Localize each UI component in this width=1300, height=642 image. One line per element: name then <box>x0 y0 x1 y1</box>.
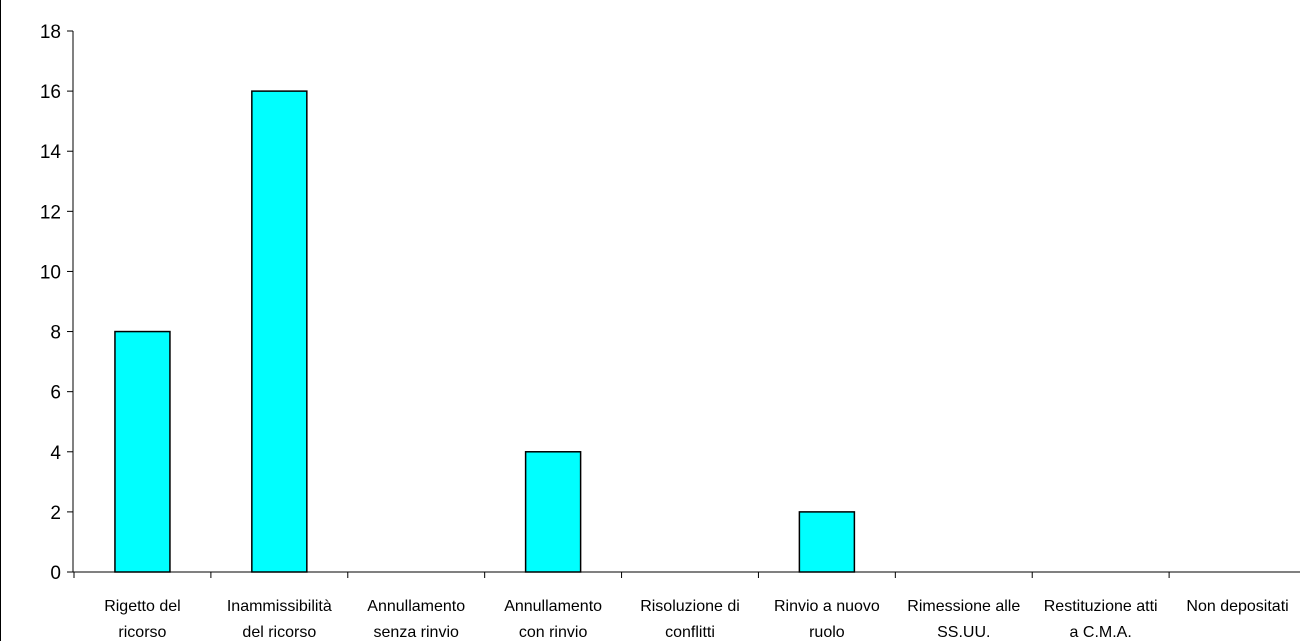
bar <box>114 330 171 573</box>
x-category-label-line: a C.M.A. <box>1070 624 1132 641</box>
x-category-label-line: del ricorso <box>242 624 316 641</box>
x-category-label-line: Inammissibilità <box>227 598 332 615</box>
x-category-label: Annullamento con rinvio <box>504 598 602 641</box>
x-category-label-line: Annullamento <box>504 598 602 615</box>
bar <box>524 451 582 573</box>
x-category-label: Risoluzione di conflitti <box>640 598 740 641</box>
x-category-label-line: Restituzione atti <box>1044 598 1158 615</box>
x-category-label: Rimessione alle SS.UU. <box>907 598 1020 641</box>
y-tick-label: 18 <box>40 22 61 43</box>
x-category-label-line: conflitti <box>665 624 715 641</box>
x-category-label-line: SS.UU. <box>937 624 990 641</box>
bar <box>798 511 856 573</box>
y-tick-label: 16 <box>40 82 61 103</box>
x-category-label: Annullamento senza rinvio <box>367 598 465 641</box>
x-category-label-line: Rigetto del <box>104 598 181 615</box>
y-tick-label: 4 <box>50 443 61 464</box>
x-category-label: Rinvio a nuovo ruolo <box>774 598 880 641</box>
label-layer: 0 2 4 6 8 10 12 14 16 18 Rigetto del ricorso Inammis… <box>40 22 1289 641</box>
y-tick-label: 10 <box>40 262 61 283</box>
x-category-label-line: Non depositati <box>1186 598 1288 615</box>
y-tick-label: 6 <box>50 383 61 404</box>
x-category-label-line: Rimessione alle <box>907 598 1020 615</box>
bar-layer <box>114 90 856 573</box>
x-category-label: Rigetto del ricorso <box>104 598 181 641</box>
x-category-label-line: Annullamento <box>367 598 465 615</box>
x-category-label-line: con rinvio <box>519 624 588 641</box>
x-category-label-line: Rinvio a nuovo <box>774 598 880 615</box>
x-category-label: Non depositati <box>1186 598 1288 615</box>
x-category-label-line: Risoluzione di <box>640 598 740 615</box>
x-category-label-line: senza rinvio <box>374 624 459 641</box>
y-tick-label: 0 <box>50 563 61 584</box>
y-tick-label: 14 <box>40 142 62 163</box>
y-tick-label: 2 <box>50 503 61 524</box>
x-category-label-line: ricorso <box>118 624 166 641</box>
x-category-label: Inammissibilità del ricorso <box>227 598 332 641</box>
y-tick-label: 8 <box>50 323 61 344</box>
x-category-label: Restituzione atti a C.M.A. <box>1044 598 1158 641</box>
y-tick-label: 12 <box>40 202 61 223</box>
bar <box>251 90 308 573</box>
x-category-label-line: ruolo <box>809 624 845 641</box>
